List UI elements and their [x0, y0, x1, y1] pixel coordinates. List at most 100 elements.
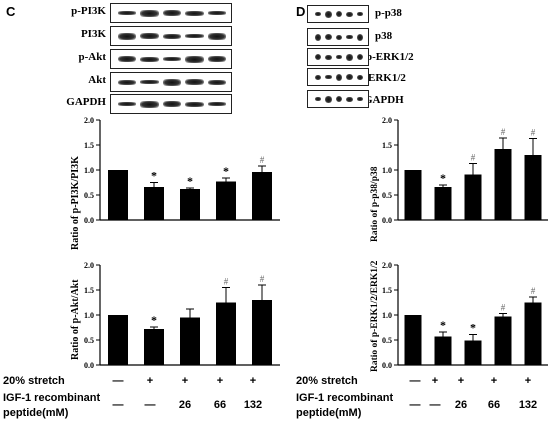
blot-label-p-pi3k: p-PI3K: [71, 5, 106, 17]
bar: [494, 149, 512, 220]
bar-chart-p-pi3k: 0.0 0.5 1.0 1.5 2.0 * * * #: [84, 116, 280, 225]
bar: [252, 300, 272, 365]
stretch-value: +: [490, 375, 498, 387]
left-blot-band: [185, 79, 204, 85]
right-blot-band: [356, 12, 363, 16]
left-blot-strip: [110, 3, 232, 23]
left-blot-band: [185, 10, 204, 16]
blot-label-gapdh-right: GAPDH: [364, 94, 404, 106]
significance-hash: #: [501, 303, 506, 313]
bar: [464, 174, 482, 220]
y-tick-label: 1.0: [84, 311, 94, 320]
left-blot-band: [207, 56, 226, 62]
bar: [252, 172, 272, 220]
left-blot-band: [207, 11, 226, 15]
left-blot-band: [118, 56, 137, 62]
y-tick-label: 1.5: [84, 141, 94, 150]
significance-hash: #: [501, 127, 506, 137]
stretch-label-right: 20% stretch: [296, 375, 358, 387]
y-tick-label: 1.0: [382, 311, 392, 320]
igf-label-right-2: peptide(mM): [296, 407, 362, 419]
bar: [144, 187, 164, 220]
significance-star: *: [440, 171, 446, 185]
stretch-value: —: [112, 375, 124, 387]
igf-value: 26: [454, 399, 468, 411]
right-blot-strip: [307, 68, 369, 86]
blot-label-pi3k: PI3K: [80, 28, 106, 40]
left-blot-band: [162, 101, 182, 107]
left-blot-band: [162, 57, 182, 61]
right-blot-band: [346, 53, 353, 61]
significance-star: *: [223, 164, 229, 178]
y-tick-label: 0.5: [84, 336, 94, 345]
left-blot-band: [118, 79, 137, 85]
bar: [464, 340, 482, 365]
left-blot-band: [140, 80, 159, 84]
bar: [404, 170, 422, 220]
igf-value: 132: [243, 399, 263, 411]
blot-label-gapdh-left: GAPDH: [66, 96, 106, 108]
bar: [404, 315, 422, 365]
igf-value: —: [429, 399, 441, 411]
bar: [494, 316, 512, 365]
right-blot-band: [325, 34, 332, 40]
igf-value: 132: [518, 399, 538, 411]
y-tick-label: 0.5: [84, 191, 94, 200]
left-blot-band: [140, 9, 159, 17]
right-blot-band: [315, 97, 322, 101]
bar-chart-p-akt: 0.0 0.5 1.0 1.5 2.0 * # #: [84, 261, 280, 370]
right-blot-band: [335, 34, 343, 40]
y-tick-label: 0.0: [84, 361, 94, 370]
y-tick-label: 2.0: [84, 261, 94, 270]
significance-hash: #: [531, 286, 536, 296]
blot-label-p-akt: p-Akt: [78, 51, 106, 63]
bar: [524, 155, 542, 220]
y-tick-label: 0.5: [382, 336, 392, 345]
igf-value: —: [144, 399, 156, 411]
igf-label-right-1: IGF-1 recombinant: [296, 392, 394, 404]
right-blot-band: [346, 11, 353, 17]
right-blot-band: [315, 54, 322, 60]
left-blot-strip: [110, 26, 232, 46]
significance-hash: #: [224, 277, 229, 287]
chart-ylabel-p-akt: Ratio of p-Akt/Akt: [70, 279, 81, 360]
left-blot-band: [140, 33, 159, 39]
right-blot-band: [325, 95, 332, 103]
right-blot-band: [325, 54, 332, 60]
y-tick-label: 1.0: [382, 166, 392, 175]
significance-star: *: [151, 313, 157, 327]
bar: [108, 315, 128, 365]
left-blot-band: [162, 33, 182, 39]
left-blot-strip: [110, 72, 232, 92]
left-blot-band: [207, 32, 226, 40]
left-blot-band: [207, 79, 226, 85]
panel-letter-c: C: [6, 4, 16, 19]
significance-hash: #: [471, 153, 476, 163]
y-tick-label: 0.0: [382, 216, 392, 225]
y-tick-label: 2.0: [84, 116, 94, 125]
left-blot-band: [185, 55, 204, 63]
bar: [144, 329, 164, 365]
left-blot-strip: [110, 49, 232, 69]
right-blot-band: [315, 74, 322, 80]
right-blot-strip: [307, 5, 369, 23]
y-tick-label: 1.5: [382, 286, 392, 295]
bar-chart-p-erk: 0.0 0.5 1.0 1.5 2.0 * * # #: [382, 261, 548, 370]
igf-value: 66: [213, 399, 227, 411]
bar: [524, 302, 542, 365]
stretch-value: +: [181, 375, 189, 387]
significance-hash: #: [531, 128, 536, 138]
left-blot-band: [162, 10, 182, 16]
significance-hash: #: [260, 155, 265, 165]
bar: [180, 317, 200, 365]
right-blot-band: [325, 75, 332, 79]
left-blot-band: [140, 100, 159, 108]
left-blot-band: [118, 32, 137, 40]
igf-label-left-2: peptide(mM): [3, 407, 69, 419]
right-blot-strip: [307, 28, 369, 46]
stretch-label-left: 20% stretch: [3, 375, 65, 387]
igf-label-left-1: IGF-1 recombinant: [3, 392, 101, 404]
bar: [434, 336, 452, 365]
y-tick-label: 0.0: [382, 361, 392, 370]
stretch-value: —: [409, 375, 421, 387]
